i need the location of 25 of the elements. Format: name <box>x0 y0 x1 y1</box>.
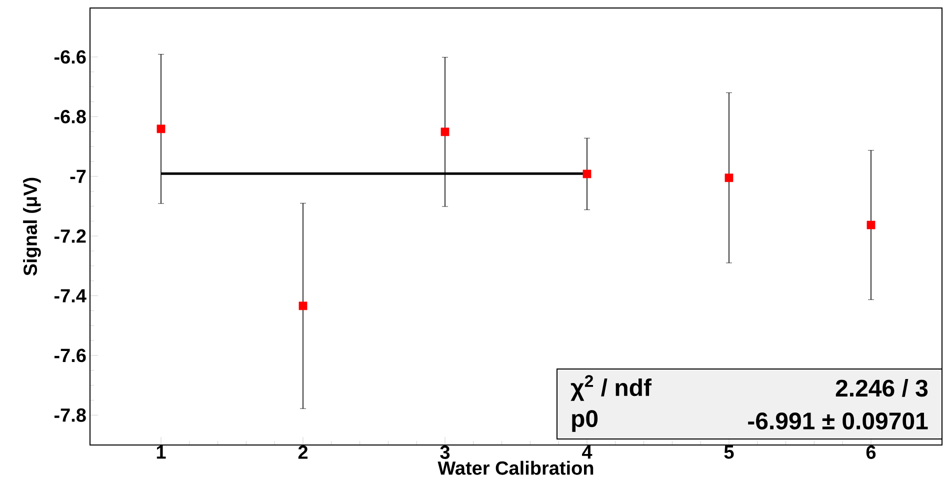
x-tick-label: 1 <box>156 446 166 459</box>
y-tick-label: -7.4 <box>54 289 86 302</box>
x-tick-label: 6 <box>866 446 876 459</box>
y-tick-label: -6.8 <box>54 110 86 124</box>
x-tick-label: 5 <box>724 446 734 459</box>
annotation: p0 <box>572 410 598 432</box>
point <box>440 128 450 136</box>
point <box>582 170 592 178</box>
y-tick-label: -7.8 <box>54 408 86 422</box>
y-axis-title: Signal (μV) <box>23 178 41 276</box>
annotation: 2.246 / 3 <box>836 379 928 397</box>
annotation: χ$^{2}$ / ndf <box>570 375 652 401</box>
x-tick-label: 4 <box>582 446 592 459</box>
y-tick-label: -6.6 <box>54 50 86 64</box>
x-tick-label: 3 <box>440 446 450 460</box>
annotation: -6.991 ± 0.09701 <box>748 412 928 430</box>
y-tick-label: -7.6 <box>54 348 86 362</box>
point <box>298 302 308 310</box>
x-axis-title: Water Calibration <box>438 460 594 475</box>
x-tick-label: 2 <box>298 446 308 459</box>
point <box>724 174 734 182</box>
y-tick-label: -7 <box>70 170 86 183</box>
point <box>156 124 166 134</box>
y-tick-label: -7.2 <box>54 229 86 243</box>
point <box>866 220 876 230</box>
